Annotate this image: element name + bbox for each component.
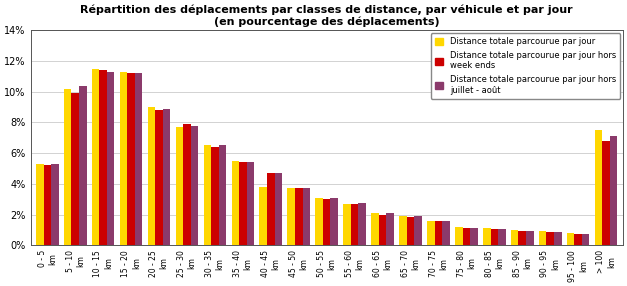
Bar (302, 188, 310, 245)
Bar (610, 136, 618, 245)
Bar (526, 231, 534, 245)
Bar (554, 232, 562, 245)
Bar (323, 199, 330, 245)
Bar (287, 188, 295, 245)
Bar (43, 165, 51, 245)
Bar (351, 204, 359, 245)
Bar (414, 216, 422, 245)
Bar (71, 93, 79, 245)
Bar (211, 147, 219, 245)
Bar (51, 164, 58, 245)
Bar (239, 162, 246, 245)
Bar (359, 203, 366, 245)
Bar (574, 234, 582, 245)
Bar (127, 74, 135, 245)
Bar (100, 70, 107, 245)
Bar (407, 217, 414, 245)
Bar (92, 69, 100, 245)
Title: Répartition des déplacements par classes de distance, par véhicule et par jour
(: Répartition des déplacements par classes… (80, 4, 573, 27)
Bar (546, 232, 554, 245)
Bar (455, 227, 463, 245)
Bar (191, 126, 198, 245)
Bar (330, 198, 338, 245)
Bar (183, 124, 191, 245)
Bar (567, 233, 574, 245)
Bar (260, 187, 267, 245)
Bar (498, 229, 505, 245)
Bar (231, 161, 239, 245)
Bar (148, 107, 155, 245)
Bar (155, 110, 163, 245)
Bar (176, 127, 183, 245)
Bar (163, 109, 171, 245)
Bar (344, 204, 351, 245)
Bar (275, 173, 282, 245)
Bar (463, 228, 470, 245)
Bar (519, 231, 526, 245)
Bar (79, 86, 87, 245)
Bar (442, 221, 450, 245)
Bar (582, 235, 589, 245)
Bar (595, 130, 603, 245)
Bar (107, 72, 115, 245)
Bar (603, 141, 610, 245)
Bar (219, 146, 226, 245)
Bar (204, 146, 211, 245)
Legend: Distance totale parcourue par jour, Distance totale parcourue par jour hors
week: Distance totale parcourue par jour, Dist… (431, 33, 620, 99)
Bar (267, 173, 275, 245)
Bar (135, 74, 142, 245)
Bar (295, 188, 302, 245)
Bar (511, 230, 519, 245)
Bar (36, 164, 43, 245)
Bar (315, 198, 323, 245)
Bar (64, 89, 71, 245)
Bar (379, 214, 386, 245)
Bar (435, 221, 442, 245)
Bar (399, 216, 407, 245)
Bar (386, 213, 394, 245)
Bar (539, 231, 546, 245)
Bar (483, 228, 490, 245)
Bar (490, 229, 498, 245)
Bar (120, 72, 127, 245)
Bar (246, 162, 254, 245)
Bar (470, 228, 478, 245)
Bar (371, 213, 379, 245)
Bar (427, 221, 435, 245)
